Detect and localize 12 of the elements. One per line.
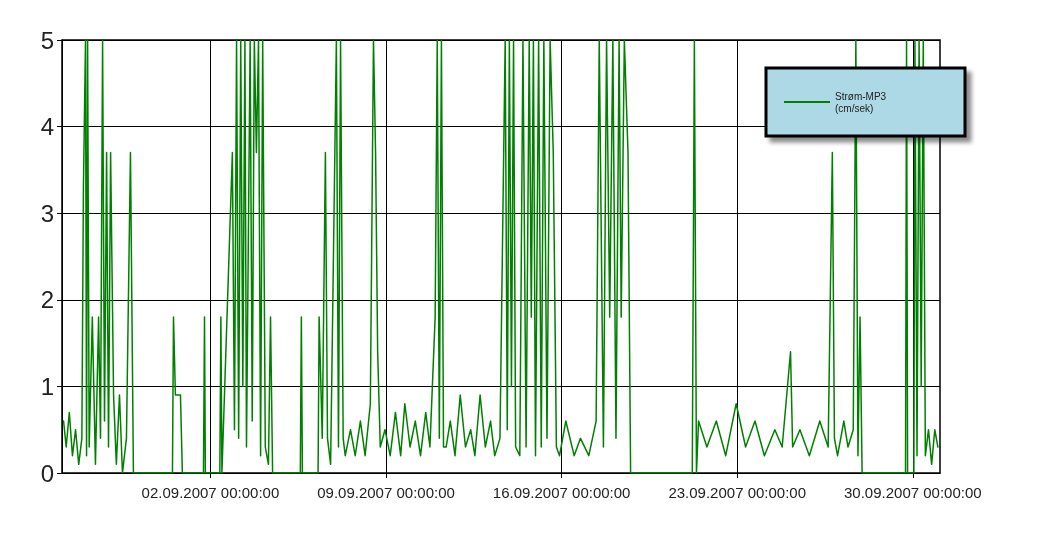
y-tick-label: 1: [40, 372, 54, 400]
y-tick-label: 0: [40, 459, 54, 487]
x-tick-label: 16.09.2007 00:00:00: [492, 483, 631, 501]
x-tick-label: 09.09.2007 00:00:00: [317, 483, 455, 501]
x-tick-label: 30.09.2007 00:00:00: [844, 483, 982, 501]
y-tick-label: 3: [40, 199, 54, 227]
y-tick-label: 4: [40, 113, 54, 141]
legend-label: Strøm-MP3 (cm/sek): [835, 90, 889, 114]
x-tick-label: 23.09.2007 00:00:00: [668, 483, 807, 501]
x-tick-label: 02.09.2007 00:00:00: [141, 483, 280, 501]
y-tick-label: 5: [40, 26, 54, 54]
y-tick-label: 2: [40, 286, 54, 314]
